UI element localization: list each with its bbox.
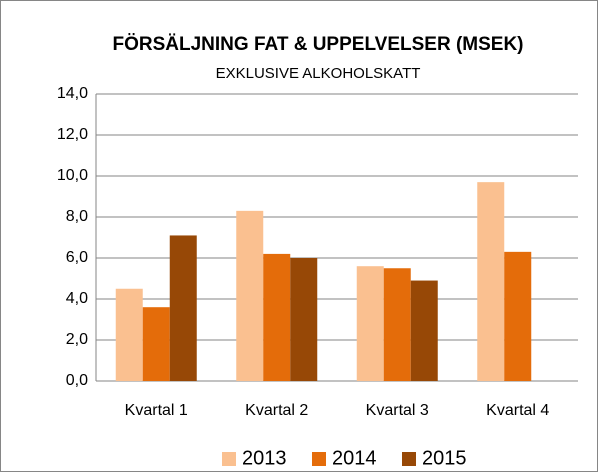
legend-swatch <box>312 452 326 466</box>
y-tick-label: 2,0 <box>66 331 88 348</box>
bar <box>142 307 170 381</box>
bar <box>115 288 143 381</box>
x-tick-label: Kvartal 4 <box>486 402 549 419</box>
bar <box>263 253 291 381</box>
bar <box>383 268 411 381</box>
y-tick-label: 10,0 <box>57 167 88 184</box>
bar <box>169 235 197 381</box>
y-tick-label: 0,0 <box>66 372 88 389</box>
x-tick-label: Kvartal 2 <box>245 402 308 419</box>
bar <box>236 210 264 381</box>
bar <box>504 251 532 381</box>
legend-label: 2014 <box>332 447 377 469</box>
y-tick-label: 4,0 <box>66 290 88 307</box>
x-tick-label: Kvartal 3 <box>366 402 429 419</box>
legend-swatch <box>222 452 236 466</box>
bar <box>356 266 384 381</box>
chart-subtitle: EXKLUSIVE ALKOHOLSKATT <box>216 65 421 82</box>
legend-label: 2013 <box>242 447 287 469</box>
y-tick-label: 6,0 <box>66 249 88 266</box>
legend-label: 2015 <box>422 447 467 469</box>
y-tick-label: 8,0 <box>66 208 88 225</box>
x-tick-label: Kvartal 1 <box>125 402 188 419</box>
bar <box>290 258 318 381</box>
y-tick-label: 14,0 <box>57 85 88 102</box>
bar <box>477 182 505 381</box>
chart-title: FÖRSÄLJNING FAT & UPPELVELSER (MSEK) <box>113 34 524 55</box>
y-tick-label: 12,0 <box>57 126 88 143</box>
bar <box>410 280 438 381</box>
legend-swatch <box>402 452 416 466</box>
